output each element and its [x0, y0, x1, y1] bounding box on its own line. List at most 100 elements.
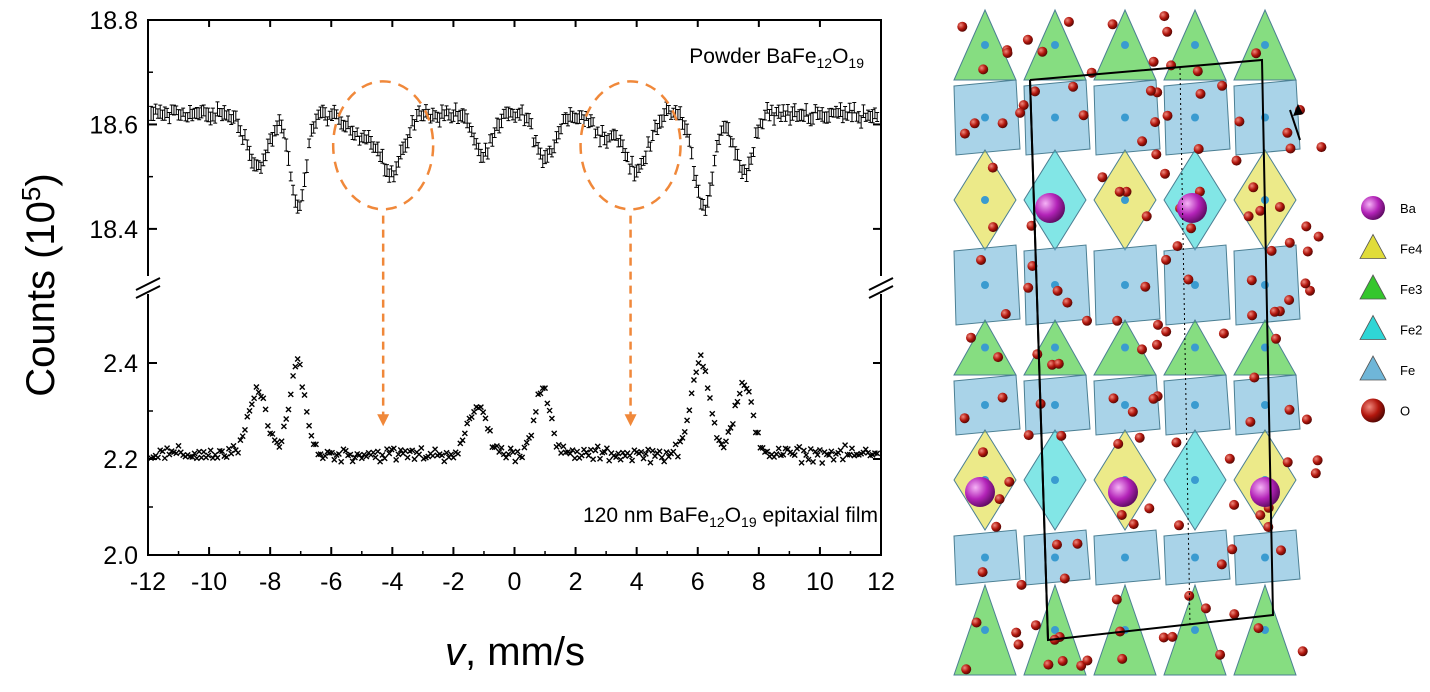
lower-data-point	[542, 385, 549, 392]
upper-data-point	[245, 139, 250, 151]
upper-data-point	[724, 120, 729, 134]
lower-data-point	[251, 395, 258, 402]
lower-data-point	[732, 402, 739, 409]
upper-data-point	[618, 134, 623, 148]
upper-data-point	[760, 118, 765, 130]
oxygen-atom	[1127, 406, 1138, 417]
lower-data-point	[154, 454, 161, 461]
upper-data-point	[332, 104, 337, 119]
upper-data-point	[311, 121, 316, 134]
upper-data-point	[472, 132, 477, 146]
upper-data-point	[691, 166, 696, 181]
upper-data-point	[391, 170, 396, 183]
lower-data-point	[276, 444, 283, 450]
lower-data-point	[718, 441, 725, 448]
lower-data-point	[299, 384, 306, 391]
oxygen-atom	[1255, 205, 1266, 216]
lower-data-point	[734, 398, 741, 405]
oxygen-atom	[1053, 358, 1064, 369]
upper-data-point	[694, 174, 699, 188]
barium-atom	[1035, 193, 1065, 223]
upper-data-point	[453, 102, 458, 117]
legend-swatch	[1359, 274, 1387, 300]
lower-data-point	[500, 451, 507, 458]
lower-data-point	[409, 447, 416, 454]
lower-data-point	[235, 449, 242, 456]
upper-data-point	[352, 130, 357, 141]
oxygen-atom	[1043, 659, 1054, 670]
oxygen-atom	[1269, 306, 1280, 317]
oxygen-atom	[1108, 393, 1119, 404]
upper-data-point	[288, 171, 293, 182]
upper-data-point	[641, 155, 646, 166]
lower-data-point	[828, 448, 835, 455]
upper-data-point	[318, 106, 323, 119]
oxygen-atom	[1215, 649, 1226, 660]
upper-data-point	[829, 107, 834, 117]
oxygen-atom	[1112, 315, 1123, 326]
upper-data-point	[295, 199, 300, 214]
fe-atom	[1121, 113, 1129, 122]
lower-data-point	[477, 404, 484, 411]
upper-data-point	[517, 107, 522, 121]
x-tick-label: -12	[130, 568, 166, 596]
oxygen-atom	[1082, 655, 1093, 666]
fe-atom	[1121, 196, 1129, 204]
lower-data-point	[544, 400, 551, 407]
upper-data-point	[455, 110, 460, 124]
upper-data-point	[444, 105, 449, 117]
upper-data-point	[756, 124, 761, 139]
upper-data-point	[410, 115, 415, 127]
upper-data-point	[575, 113, 580, 125]
lower-data-point	[308, 432, 315, 439]
upper-data-point	[307, 138, 312, 149]
lower-data-point	[640, 455, 647, 462]
upper-data-point	[774, 106, 779, 117]
lower-data-point	[594, 443, 601, 450]
upper-data-point	[259, 161, 264, 174]
lower-data-point	[807, 446, 814, 453]
upper-data-point	[769, 104, 774, 116]
upper-data-point	[817, 110, 822, 120]
oxygen-atom	[1297, 646, 1308, 657]
upper-data-point	[510, 108, 515, 121]
upper-data-point	[302, 172, 307, 187]
lower-data-point	[805, 456, 812, 463]
legend-swatch	[1359, 314, 1387, 340]
lower-data-point	[810, 458, 817, 465]
upper-data-point	[824, 111, 829, 124]
upper-data-point	[220, 108, 225, 122]
lower-data-point	[615, 450, 622, 457]
lower-data-point	[755, 429, 762, 436]
upper-data-point	[430, 107, 435, 122]
upper-data-point	[742, 164, 747, 175]
lower-series	[148, 352, 881, 467]
lower-data-point	[329, 449, 336, 456]
upper-data-point	[872, 107, 877, 120]
upper-data-point	[373, 143, 378, 153]
upper-data-point	[375, 141, 380, 157]
upper-data-point	[357, 135, 362, 146]
upper-data-point	[586, 118, 591, 129]
lower-data-point	[690, 377, 697, 383]
lower-data-point	[558, 449, 565, 456]
upper-data-point	[407, 127, 412, 139]
lower-data-point	[523, 439, 530, 446]
lower-data-point	[198, 454, 205, 461]
upper-data-point	[339, 116, 344, 130]
upper-data-point	[595, 126, 600, 136]
legend-label: Fe3	[1400, 282, 1422, 297]
upper-data-point	[433, 110, 438, 120]
upper-data-point	[343, 120, 348, 133]
lower-data-point	[773, 450, 780, 457]
upper-data-point	[863, 112, 868, 122]
lower-data-point	[567, 450, 574, 457]
upper-data-point	[762, 109, 767, 121]
oxygen-atom	[1167, 631, 1178, 642]
upper-data-point	[249, 153, 254, 169]
lower-data-point	[274, 439, 281, 446]
lower-data-point	[432, 446, 439, 453]
oxygen-atom	[1141, 211, 1152, 222]
